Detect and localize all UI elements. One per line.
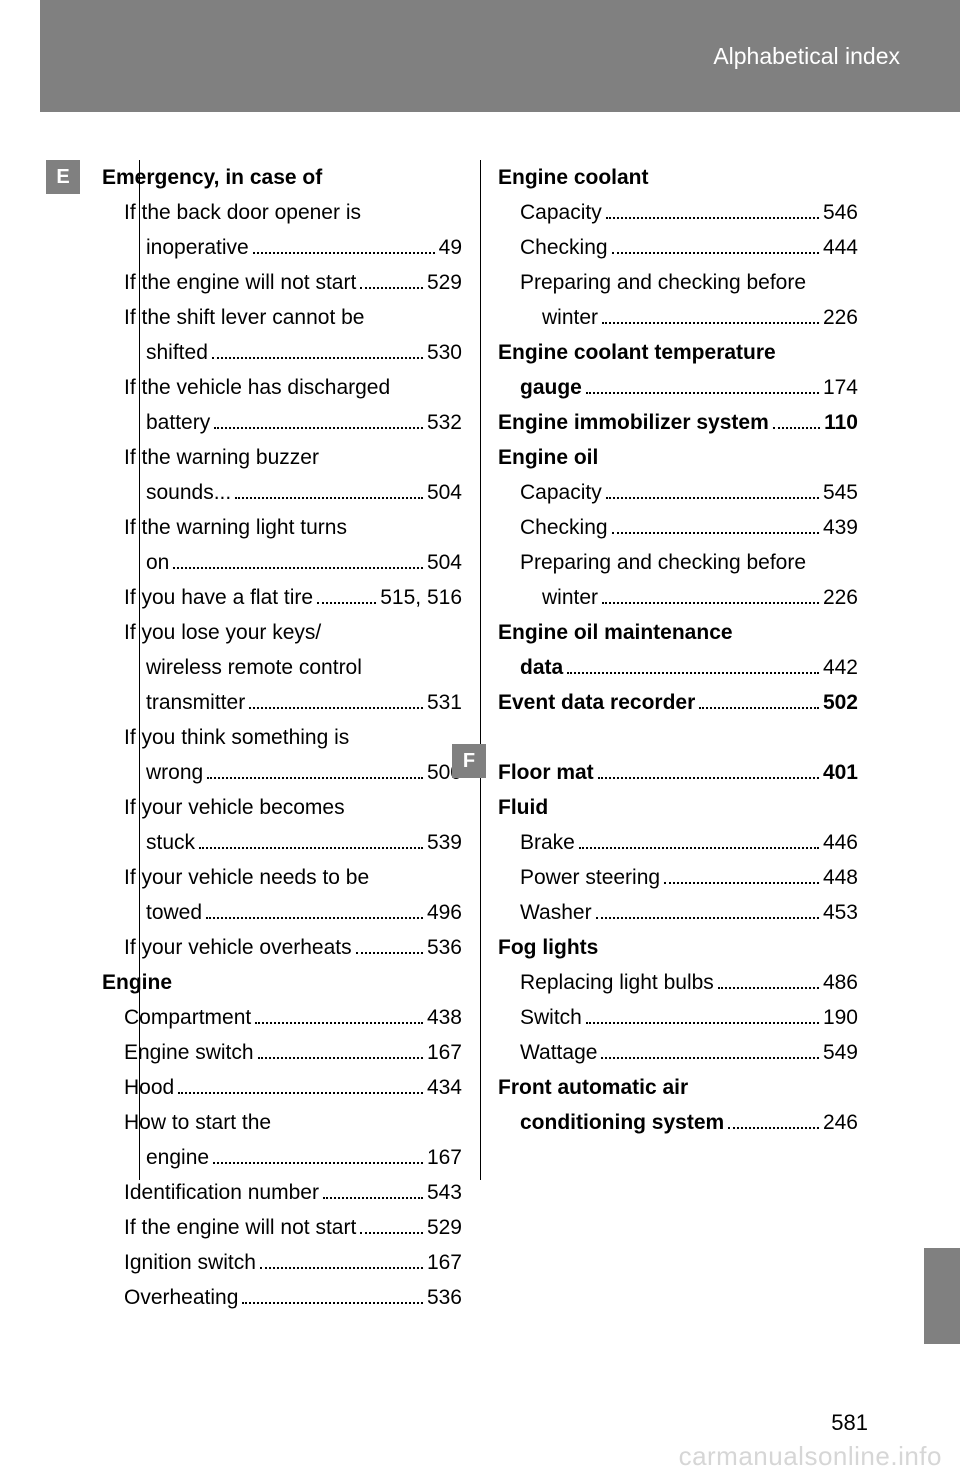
index-entry: How to start the [102,1105,462,1140]
index-entry: If you lose your keys/ [102,615,462,650]
index-entry: battery532 [102,405,462,440]
index-entry: conditioning system246 [498,1105,858,1140]
index-entry: wireless remote control [102,650,462,685]
index-entry: If your vehicle needs to be [102,860,462,895]
index-entry: If you think something is [102,720,462,755]
index-entry: gauge174 [498,370,858,405]
index-entry: If your vehicle overheats536 [102,930,462,965]
heading-floor-mat: Floor mat401 [498,755,858,790]
heading-emergency: Emergency, in case of [102,160,462,195]
index-entry: data442 [498,650,858,685]
index-entry: Switch190 [498,1000,858,1035]
watermark: carmanualsonline.info [679,1441,942,1472]
index-entry: Ignition switch167 [102,1245,462,1280]
heading-fluid: Fluid [498,790,858,825]
header-bar: Alphabetical index [40,0,960,112]
index-entry: Checking439 [498,510,858,545]
index-entry: transmitter531 [102,685,462,720]
letter-tab-e: E [46,160,80,194]
heading-front-ac: Front automatic air [498,1070,858,1105]
column-divider [480,160,481,1180]
index-entry: stuck539 [102,825,462,860]
heading-engine: Engine [102,965,462,1000]
index-entry: Engine switch167 [102,1035,462,1070]
right-column: Engine coolant Capacity546 Checking444 P… [480,160,868,1315]
heading-fog-lights: Fog lights [498,930,858,965]
index-entry: Hood434 [102,1070,462,1105]
side-thumb-tab [924,1248,960,1344]
index-entry: Checking444 [498,230,858,265]
index-entry: Preparing and checking before [498,265,858,300]
index-entry: Identification number543 [102,1175,462,1210]
heading-ect-gauge: Engine coolant temperature [498,335,858,370]
index-entry: If you have a flat tire515, 516 [102,580,462,615]
content-area: E Emergency, in case of If the back door… [92,160,868,1315]
index-entry: If the warning light turns [102,510,462,545]
index-entry: engine167 [102,1140,462,1175]
index-entry: Preparing and checking before [498,545,858,580]
heading-engine-oil: Engine oil [498,440,858,475]
left-column: E Emergency, in case of If the back door… [92,160,480,1315]
index-entry: If the engine will not start529 [102,1210,462,1245]
page-number: 581 [831,1410,868,1436]
index-entry: winter226 [498,580,858,615]
index-entry: If the back door opener is [102,195,462,230]
index-entry: Washer453 [498,895,858,930]
heading-engine-coolant: Engine coolant [498,160,858,195]
index-entry: inoperative49 [102,230,462,265]
index-entry: Power steering448 [498,860,858,895]
index-entry: If your vehicle becomes [102,790,462,825]
index-entry: on504 [102,545,462,580]
index-entry: Capacity546 [498,195,858,230]
index-entry: If the vehicle has discharged [102,370,462,405]
index-entry: Replacing light bulbs486 [498,965,858,1000]
header-title: Alphabetical index [713,43,900,70]
heading-edr: Event data recorder502 [498,685,858,720]
heading-oil-maint: Engine oil maintenance [498,615,858,650]
index-entry: winter226 [498,300,858,335]
index-entry: Compartment438 [102,1000,462,1035]
index-entry: wrong500 [102,755,462,790]
index-entry: shifted530 [102,335,462,370]
letter-tab-f: F [452,744,486,778]
index-entry: towed496 [102,895,462,930]
index-entry: If the shift lever cannot be [102,300,462,335]
index-entry: Wattage549 [498,1035,858,1070]
index-entry: Capacity545 [498,475,858,510]
index-entry: If the engine will not start529 [102,265,462,300]
heading-immobilizer: Engine immobilizer system110 [498,405,858,440]
index-entry: If the warning buzzer [102,440,462,475]
index-entry: Brake446 [498,825,858,860]
column-divider [139,160,140,1180]
index-entry: Overheating536 [102,1280,462,1315]
index-entry: sounds...504 [102,475,462,510]
